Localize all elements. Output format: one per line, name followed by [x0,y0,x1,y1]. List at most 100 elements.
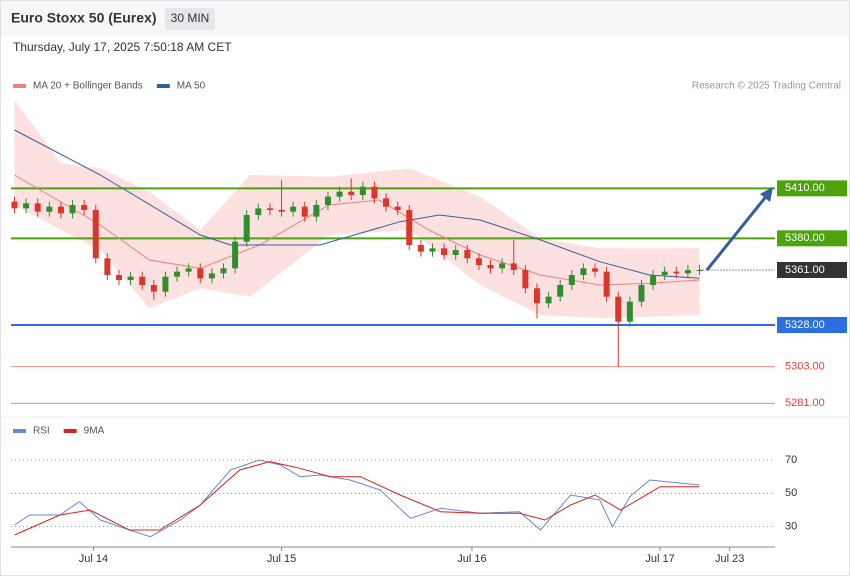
legend-label: RSI [33,426,50,437]
candle-body [394,206,401,210]
candle-body [510,263,517,270]
candle-body [69,205,76,214]
legend-swatch [63,429,77,433]
candle-body [371,186,378,199]
level-label-box [777,317,847,333]
legend-swatch [156,84,170,88]
legend-label: MA 50 [177,81,206,92]
level-label: 5281.00 [785,397,825,409]
legend-swatch [13,429,26,433]
candle-body [197,268,204,279]
candle-body [696,270,703,271]
candle-body [557,285,564,297]
level-label-box [777,230,847,247]
bollinger-band [14,100,700,319]
candle-body [673,271,680,274]
legend-label: 9MA [84,426,105,437]
candle-body [336,191,343,197]
candle-body [174,271,181,277]
y-tick-label: 70 [785,454,797,466]
header-bar [1,1,849,36]
legend-swatch [13,84,26,88]
candle-body [313,205,320,217]
candle-body [127,276,134,280]
level-label: 5410.00 [785,182,825,194]
candle-body [626,301,633,322]
candle-body [533,288,540,304]
timestamp: Thursday, July 17, 2025 7:50:18 AM CET [13,40,232,54]
candle-body [255,208,262,215]
x-tick-label: Jul 15 [267,553,296,565]
candle-body [278,210,285,212]
candle-body [475,258,482,265]
candle-body [580,268,587,275]
candle-body [592,268,599,272]
indicator-line [14,461,700,536]
candle-body [452,250,459,255]
candle-body [150,285,157,292]
candle-body [522,270,529,289]
candle-body [638,285,645,302]
candle-body [615,296,622,322]
candle-body [661,271,668,275]
candle-body [266,208,273,210]
x-tick-label: Jul 23 [715,553,744,565]
timeframe-badge[interactable] [165,8,215,30]
title: Euro Stoxx 50 (Eurex) [11,10,157,26]
timeframe[interactable]: 30 MIN [171,11,210,25]
candle-body [568,275,575,285]
level-label: 5380.00 [785,232,825,244]
candle-body [301,206,308,217]
candle-body [429,248,436,252]
level-label: 5303.00 [785,361,825,373]
candle-body [23,203,30,209]
candle-body [57,206,64,214]
candle-body [92,210,99,259]
x-tick-label: Jul 14 [79,553,108,565]
candle-body [464,250,471,259]
moving-average [14,174,700,286]
x-tick-label: Jul 17 [645,553,674,565]
y-tick-label: 50 [785,487,797,499]
indicator-line [14,459,700,538]
candle-body [348,191,355,195]
candle-body [11,201,18,209]
candle-body [46,206,53,212]
level-label: 5361.00 [785,264,825,276]
candle-body [441,248,448,255]
candle-body [290,206,297,212]
candle-body [499,263,506,269]
level-label: 5328.00 [785,319,825,331]
forecast-arrow [705,193,770,271]
candle-body [487,265,494,269]
candle-body [81,205,88,210]
level-label-box [777,180,847,197]
credit: Research © 2025 Trading Central [692,81,841,92]
candle-body [162,276,169,292]
candle-body [243,215,250,242]
candle-body [383,198,390,207]
candle-body [603,271,610,297]
candle-body [406,210,413,245]
chart-layers: 5410.00 5380.00 5361.00 5328.00 5303.00 5281.… [11,81,847,565]
candle-body [684,270,691,274]
legend-label: MA 20 + Bollinger Bands [33,81,143,92]
candle-body [34,203,41,212]
y-tick-label: 30 [785,521,797,533]
candle-body [545,296,552,304]
candle-body [208,273,215,279]
arrow-head [760,187,773,202]
candle-body [232,241,239,269]
candle-body [104,258,111,275]
moving-average [14,129,700,279]
candle-body [650,275,657,285]
candle-body [115,275,122,280]
level-label-box [777,262,847,278]
candle-body [324,196,331,205]
candle-body [220,268,227,274]
candle-body [359,186,366,195]
x-tick-label: Jul 16 [457,553,486,565]
candle-body [185,268,192,272]
candle-body [139,276,146,285]
